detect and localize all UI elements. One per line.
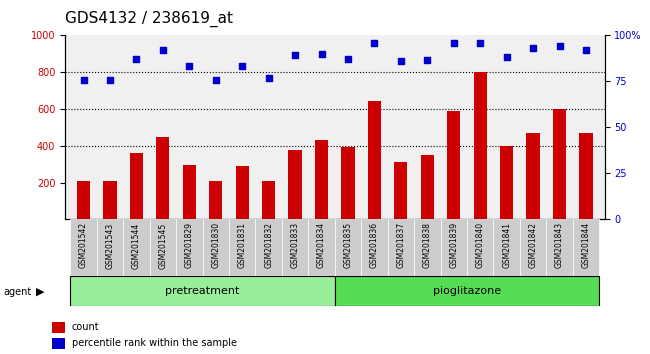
Bar xyxy=(130,153,143,219)
FancyBboxPatch shape xyxy=(282,219,308,276)
Text: GSM201830: GSM201830 xyxy=(211,222,220,268)
Text: GSM201542: GSM201542 xyxy=(79,222,88,268)
FancyBboxPatch shape xyxy=(441,219,467,276)
Point xyxy=(317,51,327,57)
Bar xyxy=(315,140,328,219)
FancyBboxPatch shape xyxy=(467,219,493,276)
Point xyxy=(475,40,486,46)
Text: GSM201544: GSM201544 xyxy=(132,222,141,269)
Text: GDS4132 / 238619_at: GDS4132 / 238619_at xyxy=(65,11,233,27)
Bar xyxy=(368,101,381,219)
Point xyxy=(105,78,115,83)
FancyBboxPatch shape xyxy=(493,219,520,276)
FancyBboxPatch shape xyxy=(124,219,150,276)
FancyBboxPatch shape xyxy=(308,219,335,276)
FancyBboxPatch shape xyxy=(573,219,599,276)
Point xyxy=(369,40,380,46)
Point xyxy=(343,57,353,62)
Point xyxy=(211,77,221,82)
Bar xyxy=(526,133,539,219)
Text: GSM201842: GSM201842 xyxy=(528,222,538,268)
Bar xyxy=(289,149,302,219)
Bar xyxy=(77,181,90,219)
Text: GSM201832: GSM201832 xyxy=(264,222,273,268)
Text: GSM201545: GSM201545 xyxy=(159,222,167,269)
FancyBboxPatch shape xyxy=(70,276,335,306)
Point xyxy=(290,52,300,58)
Bar xyxy=(156,137,170,219)
Point xyxy=(237,63,248,69)
Text: percentile rank within the sample: percentile rank within the sample xyxy=(72,338,237,348)
Point xyxy=(158,47,168,53)
FancyBboxPatch shape xyxy=(203,219,229,276)
Text: pretreatment: pretreatment xyxy=(165,286,240,296)
Bar xyxy=(421,155,434,219)
FancyBboxPatch shape xyxy=(520,219,546,276)
Text: GSM201543: GSM201543 xyxy=(105,222,114,269)
Point xyxy=(448,40,459,46)
Text: count: count xyxy=(72,322,99,332)
Bar xyxy=(500,146,514,219)
Bar xyxy=(395,162,408,219)
FancyBboxPatch shape xyxy=(97,219,124,276)
FancyBboxPatch shape xyxy=(546,219,573,276)
Bar xyxy=(447,111,460,219)
Bar xyxy=(341,147,355,219)
Text: GSM201829: GSM201829 xyxy=(185,222,194,268)
FancyBboxPatch shape xyxy=(229,219,255,276)
Text: GSM201836: GSM201836 xyxy=(370,222,379,268)
Bar xyxy=(235,166,249,219)
Text: GSM201833: GSM201833 xyxy=(291,222,300,268)
Bar xyxy=(52,322,64,333)
Text: GSM201838: GSM201838 xyxy=(422,222,432,268)
Bar xyxy=(579,133,593,219)
Point xyxy=(528,45,538,51)
Text: GSM201840: GSM201840 xyxy=(476,222,485,268)
Bar xyxy=(103,181,116,219)
FancyBboxPatch shape xyxy=(255,219,282,276)
Bar xyxy=(474,72,487,219)
Point xyxy=(396,58,406,64)
Point xyxy=(184,63,194,69)
Point xyxy=(131,57,142,62)
Text: GSM201834: GSM201834 xyxy=(317,222,326,268)
FancyBboxPatch shape xyxy=(150,219,176,276)
Text: ▶: ▶ xyxy=(36,287,44,297)
FancyBboxPatch shape xyxy=(335,219,361,276)
FancyBboxPatch shape xyxy=(335,276,599,306)
Point xyxy=(554,44,565,49)
Point xyxy=(78,77,88,82)
FancyBboxPatch shape xyxy=(176,219,203,276)
Text: pioglitazone: pioglitazone xyxy=(433,286,501,296)
Point xyxy=(501,55,512,60)
FancyBboxPatch shape xyxy=(70,219,97,276)
Text: GSM201839: GSM201839 xyxy=(449,222,458,268)
FancyBboxPatch shape xyxy=(361,219,387,276)
Point xyxy=(263,75,274,81)
Point xyxy=(581,47,592,53)
FancyBboxPatch shape xyxy=(414,219,441,276)
Text: agent: agent xyxy=(3,287,31,297)
FancyBboxPatch shape xyxy=(387,219,414,276)
Text: GSM201844: GSM201844 xyxy=(582,222,590,268)
Bar xyxy=(209,181,222,219)
Bar xyxy=(553,109,566,219)
Text: GSM201835: GSM201835 xyxy=(343,222,352,268)
Text: GSM201831: GSM201831 xyxy=(238,222,247,268)
Text: GSM201837: GSM201837 xyxy=(396,222,406,268)
Bar xyxy=(262,181,275,219)
Point xyxy=(422,57,432,63)
Text: GSM201841: GSM201841 xyxy=(502,222,511,268)
Text: GSM201843: GSM201843 xyxy=(555,222,564,268)
Bar xyxy=(52,338,64,349)
Bar xyxy=(183,165,196,219)
